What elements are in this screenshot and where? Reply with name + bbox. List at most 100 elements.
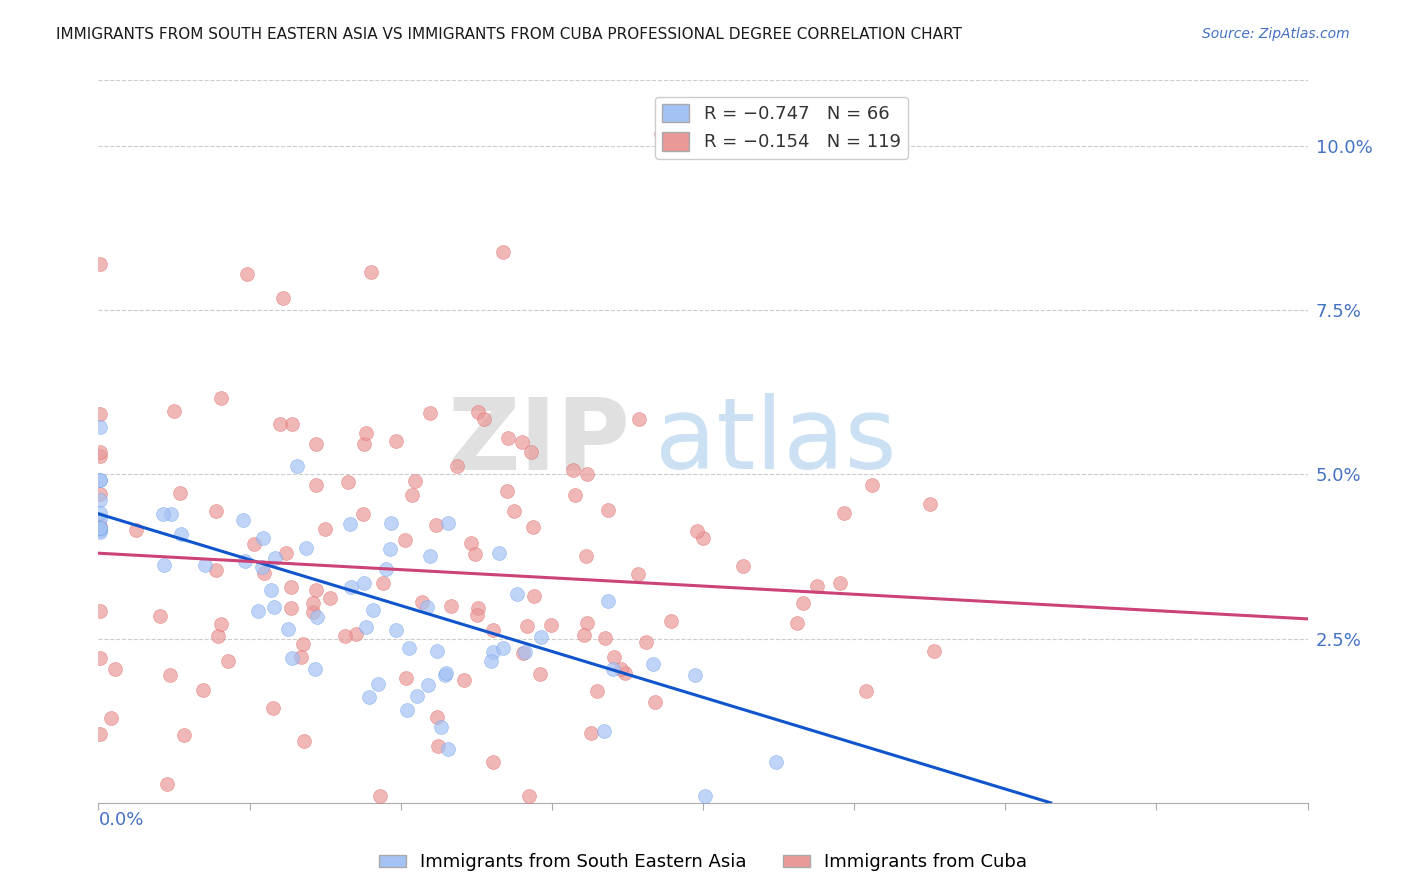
Point [512, 646, 534, 660]
Point [613, 665, 636, 680]
Point [89, 727, 111, 741]
Point [281, 651, 304, 665]
Point [522, 519, 544, 533]
Point [593, 724, 616, 739]
Point [627, 566, 650, 581]
Point [692, 531, 714, 545]
Point [425, 518, 447, 533]
Point [492, 641, 515, 656]
Point [765, 756, 787, 770]
Point [488, 546, 510, 560]
Point [361, 603, 384, 617]
Point [437, 516, 460, 530]
Point [274, 546, 297, 560]
Point [860, 478, 883, 492]
Point [160, 508, 183, 522]
Point [434, 668, 457, 682]
Point [385, 623, 408, 637]
Point [89, 407, 111, 421]
Point [786, 615, 808, 630]
Point [596, 503, 619, 517]
Point [855, 684, 877, 698]
Point [305, 436, 328, 450]
Point [204, 503, 226, 517]
Point [360, 264, 382, 278]
Point [253, 566, 276, 581]
Point [371, 575, 394, 590]
Point [305, 582, 328, 597]
Point [89, 523, 111, 537]
Point [693, 789, 716, 804]
Point [380, 516, 402, 530]
Point [333, 629, 356, 643]
Point [89, 604, 111, 618]
Point [575, 615, 598, 630]
Point [104, 662, 127, 676]
Point [243, 537, 266, 551]
Point [496, 431, 519, 445]
Point [292, 637, 315, 651]
Point [586, 684, 609, 698]
Point [339, 580, 361, 594]
Point [337, 475, 360, 489]
Point [574, 549, 596, 563]
Point [437, 742, 460, 756]
Point [530, 630, 553, 644]
Point [89, 651, 111, 665]
Point [280, 417, 302, 432]
Point [806, 579, 828, 593]
Point [598, 593, 620, 607]
Point [686, 524, 709, 538]
Point [792, 596, 814, 610]
Point [367, 677, 389, 691]
Point [156, 776, 179, 790]
Point [125, 523, 148, 537]
Point [523, 589, 546, 603]
Point [685, 668, 707, 682]
Point [519, 444, 541, 458]
Point [280, 580, 302, 594]
Point [661, 614, 683, 628]
Point [529, 667, 551, 681]
Point [419, 549, 441, 563]
Point [404, 474, 426, 488]
Point [359, 690, 381, 705]
Point [540, 617, 562, 632]
Point [352, 507, 374, 521]
Point [430, 720, 453, 734]
Point [731, 558, 754, 573]
Point [89, 524, 111, 539]
Point [398, 641, 420, 656]
Point [650, 127, 672, 141]
Point [163, 403, 186, 417]
Point [636, 635, 658, 649]
Point [89, 257, 111, 271]
Point [353, 575, 375, 590]
Point [89, 521, 111, 535]
Point [918, 498, 941, 512]
Point [260, 582, 283, 597]
Point [419, 406, 441, 420]
Text: Source: ZipAtlas.com: Source: ZipAtlas.com [1202, 27, 1350, 41]
Point [464, 547, 486, 561]
Point [644, 695, 666, 709]
Point [426, 643, 449, 657]
Point [280, 601, 302, 615]
Point [89, 474, 111, 488]
Point [832, 506, 855, 520]
Point [100, 711, 122, 725]
Point [440, 599, 463, 614]
Point [89, 506, 111, 520]
Point [277, 623, 299, 637]
Point [394, 533, 416, 547]
Point [173, 728, 195, 742]
Point [465, 608, 488, 623]
Point [502, 504, 524, 518]
Point [302, 596, 325, 610]
Point [262, 701, 284, 715]
Point [159, 667, 181, 681]
Point [89, 445, 111, 459]
Point [170, 527, 193, 541]
Point [149, 609, 172, 624]
Text: IMMIGRANTS FROM SOUTH EASTERN ASIA VS IMMIGRANTS FROM CUBA PROFESSIONAL DEGREE C: IMMIGRANTS FROM SOUTH EASTERN ASIA VS IM… [56, 27, 962, 42]
